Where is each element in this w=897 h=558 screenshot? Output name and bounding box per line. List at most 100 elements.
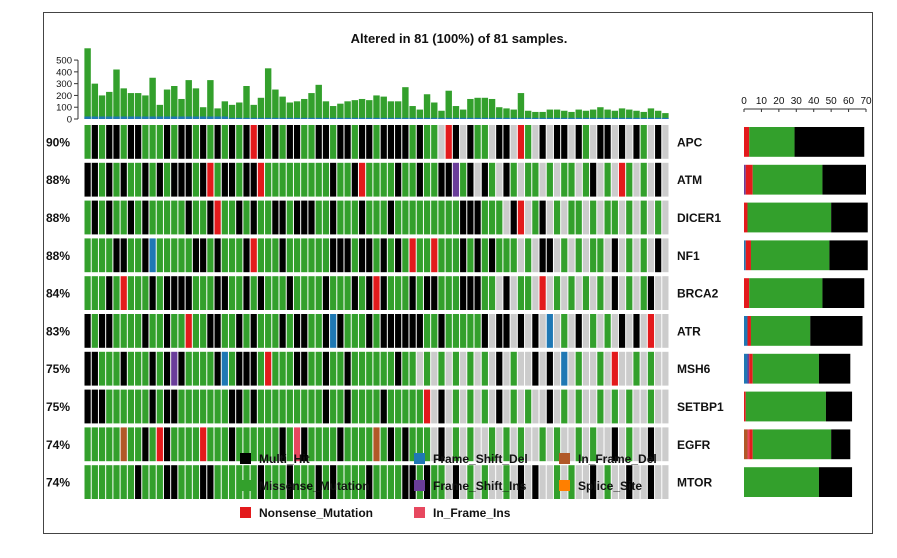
tmb-bar-fsdel: [322, 117, 330, 119]
matrix-cell-empty: [618, 200, 626, 235]
matrix-cell: [481, 276, 488, 310]
tmb-bar: [402, 87, 409, 119]
matrix-cell: [416, 238, 423, 273]
matrix-cell: [618, 125, 626, 159]
matrix-cell: [106, 125, 113, 159]
matrix-cell: [106, 389, 113, 424]
matrix-cell: [503, 465, 510, 499]
matrix-cell: [358, 162, 366, 197]
matrix-cell: [185, 314, 192, 348]
matrix-cell: [265, 200, 272, 235]
matrix-cell: [272, 465, 279, 499]
tmb-bar: [626, 109, 633, 119]
tmb-bar-fsdel: [293, 117, 301, 119]
matrix-cell: [243, 162, 250, 197]
matrix-cell: [373, 200, 380, 235]
tmb-bar: [640, 111, 647, 119]
matrix-cell: [423, 389, 431, 424]
matrix-cell: [655, 200, 662, 235]
matrix-cell: [488, 276, 496, 310]
matrix-cell-empty: [546, 276, 553, 310]
matrix-cell: [106, 276, 113, 310]
matrix-cell: [358, 125, 366, 159]
matrix-cell-empty: [582, 351, 590, 386]
tmb-bar-fsdel: [344, 117, 351, 119]
tmb-bar-fsdel: [445, 117, 452, 119]
gene-count-bar-segment: [744, 353, 748, 384]
matrix-cell: [156, 389, 163, 424]
tmb-bar: [358, 98, 366, 119]
matrix-cell: [135, 427, 142, 462]
tmb-bar: [192, 88, 200, 119]
matrix-cell: [604, 162, 611, 197]
matrix-cell: [438, 427, 445, 462]
matrix-cell-empty: [640, 465, 647, 499]
matrix-cell: [243, 389, 250, 424]
matrix-cell: [395, 351, 402, 386]
tmb-bar: [163, 89, 171, 119]
matrix-cell: [380, 125, 387, 159]
matrix-cell: [330, 465, 337, 499]
matrix-cell: [250, 389, 257, 424]
matrix-cell-empty: [662, 351, 669, 386]
matrix-cell-empty: [532, 427, 539, 462]
matrix-cell-empty: [633, 200, 640, 235]
matrix-cell: [322, 200, 330, 235]
matrix-cell: [265, 427, 272, 462]
matrix-cell: [142, 162, 149, 197]
matrix-cell: [597, 389, 604, 424]
gene-count-bar-segment: [825, 391, 853, 422]
matrix-cell-empty: [525, 427, 532, 462]
matrix-cell-empty: [626, 351, 633, 386]
matrix-cell-empty: [445, 465, 452, 499]
matrix-cell-empty: [626, 125, 633, 159]
tmb-bar: [293, 101, 301, 119]
tmb-bar: [351, 100, 359, 119]
matrix-cell-empty: [662, 314, 669, 348]
matrix-cell: [250, 465, 257, 499]
matrix-cell: [214, 351, 221, 386]
matrix-cell: [561, 162, 568, 197]
matrix-cell: [467, 465, 474, 499]
matrix-cell: [91, 314, 98, 348]
matrix-cell-empty: [431, 389, 438, 424]
tmb-bar-fsdel: [431, 117, 438, 119]
matrix-cell-empty: [604, 389, 611, 424]
matrix-cell: [257, 389, 265, 424]
matrix-cell: [315, 200, 322, 235]
matrix-cell: [163, 314, 171, 348]
matrix-cell: [185, 276, 192, 310]
matrix-cell: [488, 162, 496, 197]
matrix-cell: [192, 125, 200, 159]
matrix-cell-empty: [460, 465, 467, 499]
matrix-cell: [380, 465, 387, 499]
matrix-cell: [156, 351, 163, 386]
matrix-cell: [380, 200, 387, 235]
matrix-cell-empty: [582, 200, 590, 235]
tmb-bar: [474, 97, 481, 119]
tmb-bar-fsdel: [192, 116, 200, 119]
matrix-cell: [438, 389, 445, 424]
matrix-cell: [373, 427, 380, 462]
tmb-bar: [394, 101, 402, 119]
matrix-cell-empty: [597, 314, 604, 348]
matrix-cell: [98, 162, 106, 197]
matrix-cell-empty: [474, 162, 481, 197]
matrix-cell: [171, 200, 178, 235]
matrix-cell: [561, 125, 568, 159]
matrix-cell-empty: [568, 238, 575, 273]
gene-count-bar-segment: [744, 316, 748, 346]
matrix-cell-empty: [488, 351, 496, 386]
matrix-cell-empty: [590, 351, 597, 386]
matrix-cell-empty: [590, 276, 597, 310]
matrix-cell: [503, 125, 510, 159]
side-axis-tick-label: 60: [843, 96, 855, 107]
matrix-cell-empty: [662, 389, 669, 424]
matrix-cell: [395, 427, 402, 462]
matrix-cell: [293, 351, 301, 386]
matrix-cell: [496, 238, 503, 273]
matrix-cell-empty: [618, 238, 626, 273]
matrix-cell: [243, 314, 250, 348]
matrix-cell: [178, 427, 185, 462]
matrix-cell: [366, 238, 373, 273]
